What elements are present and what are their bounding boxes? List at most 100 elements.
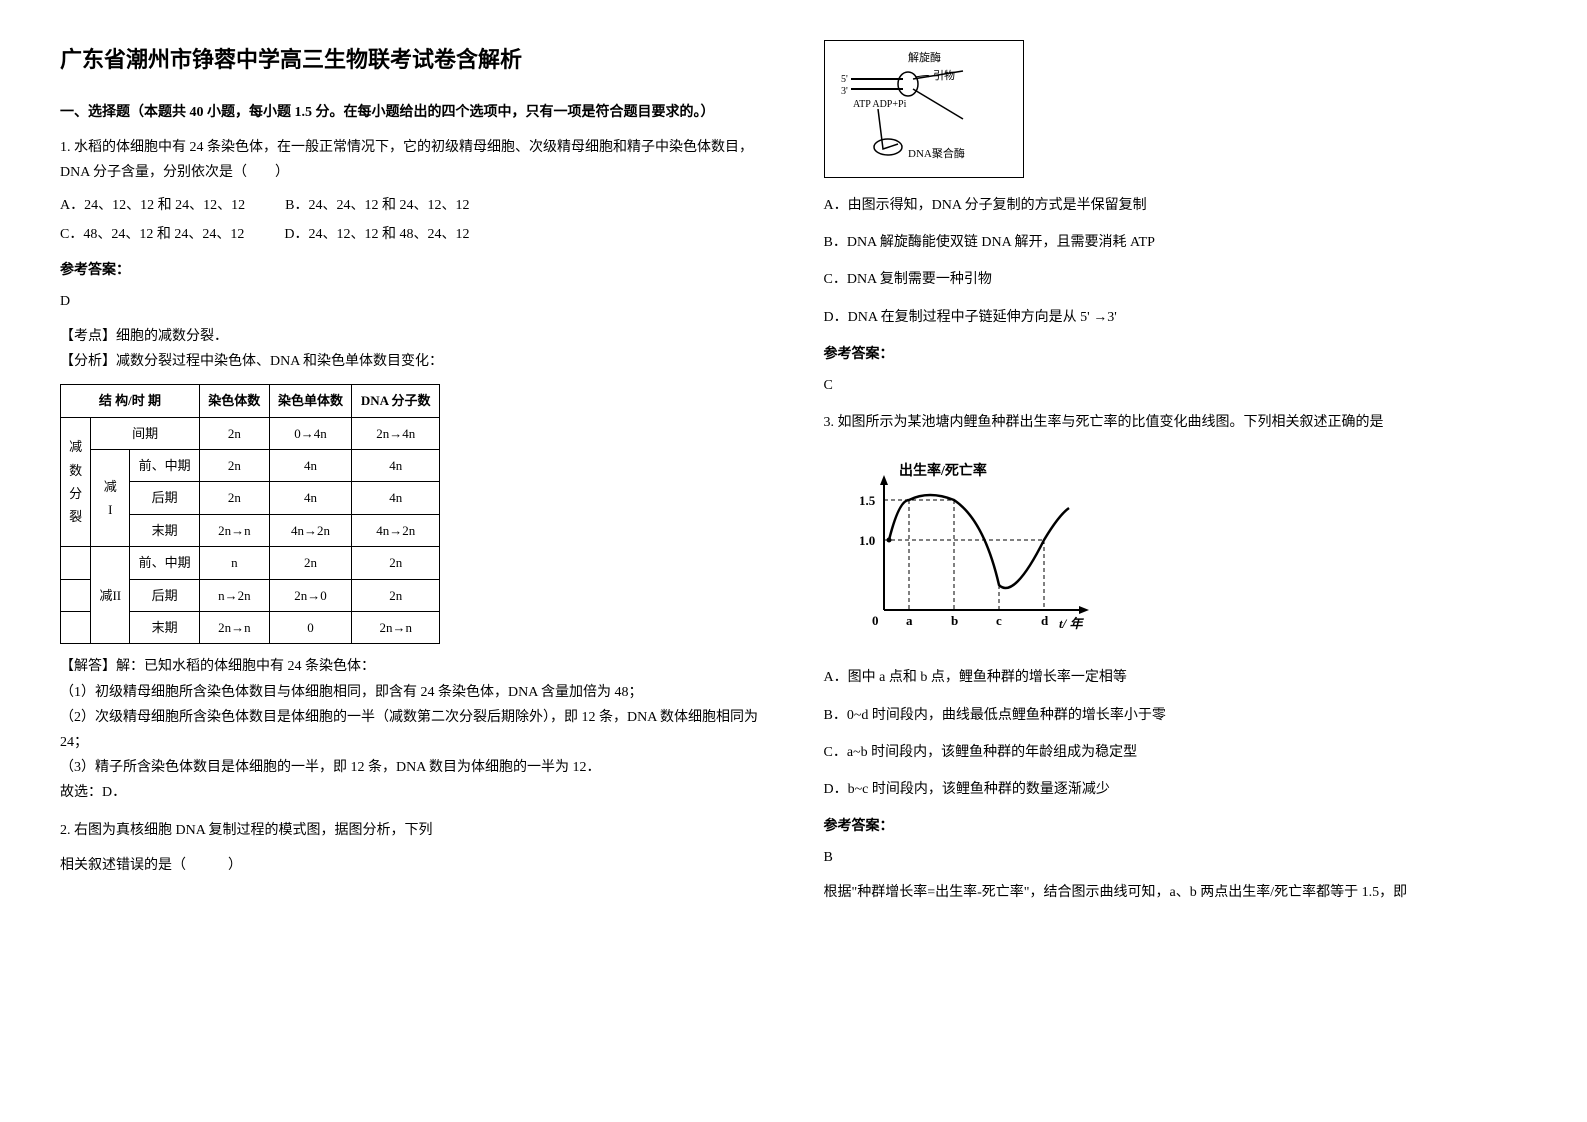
ylabel: 出生率/死亡率 xyxy=(899,462,987,479)
label-atp: ATP ADP+Pi xyxy=(853,99,907,110)
q2-answer: C xyxy=(824,373,1528,398)
cell-c2-1: 4n xyxy=(269,450,352,482)
cell-label2-1: 减I xyxy=(91,450,130,547)
cell-c3-0: 2n→4n xyxy=(352,417,440,449)
q1-option-row-2: C．48、24、12 和 24、24、12 D．24、12、12 和 48、24… xyxy=(60,222,764,247)
label-5prime: 5' xyxy=(841,74,848,85)
q1-explain4: （3）精子所含染色体数目是体细胞的一半，即 12 条，DNA 数目为体细胞的一半… xyxy=(60,755,764,780)
xtick-c: c xyxy=(996,613,1002,628)
cell-c3-2: 4n xyxy=(352,482,440,514)
ratio-chart-icon: 出生率/死亡率 1.5 1.0 0 a xyxy=(834,460,1114,640)
q3-explain: 根据"种群增长率=出生率-死亡率"，结合图示曲线可知，a、b 两点出生率/死亡率… xyxy=(824,880,1528,905)
th-chromatid: 染色单体数 xyxy=(269,385,352,417)
cell-c1-6: 2n→n xyxy=(199,612,269,644)
start-point-icon xyxy=(886,538,891,543)
cell-period-0: 间期 xyxy=(91,417,200,449)
q1-conclusion: 故选：D． xyxy=(60,780,764,805)
curve xyxy=(889,495,1069,588)
q1-options: A．24、12、12 和 24、12、12 B．24、24、12 和 24、12… xyxy=(60,193,764,247)
cell-label1-0: 减数分裂 xyxy=(61,417,91,547)
cell-period-5: 后期 xyxy=(130,579,200,611)
label-3prime: 3' xyxy=(841,86,848,97)
ytick-1.5: 1.5 xyxy=(859,493,876,508)
xtick-d: d xyxy=(1041,613,1049,628)
q3-answer-label: 参考答案： xyxy=(824,814,1528,839)
cell-c1-3: 2n→n xyxy=(199,514,269,546)
cell-c1-0: 2n xyxy=(199,417,269,449)
cell-c1-1: 2n xyxy=(199,450,269,482)
th-structure: 结 构/时 期 xyxy=(61,385,200,417)
q1-answer: D xyxy=(60,289,764,314)
fork-bottom xyxy=(913,89,963,119)
cell-c3-5: 2n xyxy=(352,579,440,611)
cell-spacer-4 xyxy=(61,547,91,579)
q2-diagram: 解旋酶 引物 5' 3' ATP ADP+Pi DNA聚合酶 xyxy=(824,40,1024,178)
cell-period-1: 前、中期 xyxy=(130,450,200,482)
cell-c2-4: 2n xyxy=(269,547,352,579)
q2-answer-label: 参考答案： xyxy=(824,342,1528,367)
table-row: 减I 前、中期 2n 4n 4n xyxy=(61,450,440,482)
question-2-part2: A．由图示得知，DNA 分子复制的方式是半保留复制 B．DNA 解旋酶能使双链 … xyxy=(824,193,1528,398)
th-chromosome: 染色体数 xyxy=(199,385,269,417)
cell-c3-6: 2n→n xyxy=(352,612,440,644)
q1-option-b: B．24、24、12 和 24、12、12 xyxy=(285,193,469,218)
q1-option-row-1: A．24、12、12 和 24、12、12 B．24、24、12 和 24、12… xyxy=(60,193,764,218)
cell-period-2: 后期 xyxy=(130,482,200,514)
arrow-down xyxy=(878,109,898,149)
q1-option-d: D．24、12、12 和 48、24、12 xyxy=(284,222,469,247)
section-header: 一、选择题（本题共 40 小题，每小题 1.5 分。在每小题给出的四个选项中，只… xyxy=(60,100,764,125)
ytick-1.0: 1.0 xyxy=(859,533,875,548)
label-polymerase: DNA聚合酶 xyxy=(908,146,965,160)
cell-c2-2: 4n xyxy=(269,482,352,514)
cell-c1-2: 2n xyxy=(199,482,269,514)
q2-text2: 相关叙述错误的是（ ） xyxy=(60,853,764,878)
cell-c1-5: n→2n xyxy=(199,579,269,611)
cell-period-4: 前、中期 xyxy=(130,547,200,579)
q1-explain2: （1）初级精母细胞所含染色体数目与体细胞相同，即含有 24 条染色体，DNA 含… xyxy=(60,680,764,705)
q3-option-b: B．0~d 时间段内，曲线最低点鲤鱼种群的增长率小于零 xyxy=(824,703,1528,728)
q3-option-a: A．图中 a 点和 b 点，鲤鱼种群的增长率一定相等 xyxy=(824,665,1528,690)
q2-option-b: B．DNA 解旋酶能使双链 DNA 解开，且需要消耗 ATP xyxy=(824,230,1528,255)
cell-c3-1: 4n xyxy=(352,450,440,482)
cell-c2-3: 4n→2n xyxy=(269,514,352,546)
cell-period-3: 末期 xyxy=(130,514,200,546)
table-row: 减数分裂 间期 2n 0→4n 2n→4n xyxy=(61,417,440,449)
cell-c3-3: 4n→2n xyxy=(352,514,440,546)
ytick-0: 0 xyxy=(872,613,879,628)
th-dna: DNA 分子数 xyxy=(352,385,440,417)
cell-c2-0: 0→4n xyxy=(269,417,352,449)
cell-c2-5: 2n→0 xyxy=(269,579,352,611)
table-header-row: 结 构/时 期 染色体数 染色单体数 DNA 分子数 xyxy=(61,385,440,417)
table-row: 减II 前、中期 n 2n 2n xyxy=(61,547,440,579)
q1-explain3: （2）次级精母细胞所含染色体数目是体细胞的一半（减数第二次分裂后期除外），即 1… xyxy=(60,705,764,755)
cell-c2-6: 0 xyxy=(269,612,352,644)
right-column: 解旋酶 引物 5' 3' ATP ADP+Pi DNA聚合酶 A．由图示得知，D… xyxy=(824,40,1528,918)
q1-answer-label: 参考答案： xyxy=(60,258,764,283)
question-3: 3. 如图所示为某池塘内鲤鱼种群出生率与死亡率的比值变化曲线图。下列相关叙述正确… xyxy=(824,410,1528,906)
question-2-part1: 2. 右图为真核细胞 DNA 复制过程的模式图，据图分析，下列 相关叙述错误的是… xyxy=(60,818,764,878)
xtick-a: a xyxy=(906,613,913,628)
x-arrow-icon xyxy=(1079,606,1089,614)
q1-point: 【考点】细胞的减数分裂． xyxy=(60,324,764,349)
cell-spacer-5 xyxy=(61,579,91,611)
y-arrow-icon xyxy=(880,475,888,485)
q1-text: 1. 水稻的体细胞中有 24 条染色体，在一般正常情况下，它的初级精母细胞、次级… xyxy=(60,135,764,185)
q3-option-d: D．b~c 时间段内，该鲤鱼种群的数量逐渐减少 xyxy=(824,777,1528,802)
label-helicase: 解旋酶 xyxy=(908,50,941,64)
q1-option-c: C．48、24、12 和 24、24、12 xyxy=(60,222,244,247)
q1-table: 结 构/时 期 染色体数 染色单体数 DNA 分子数 减数分裂 间期 2n 0→… xyxy=(60,384,440,644)
document-title: 广东省潮州市铮蓉中学高三生物联考试卷含解析 xyxy=(60,40,764,80)
q3-option-c: C．a~b 时间段内，该鲤鱼种群的年龄组成为稳定型 xyxy=(824,740,1528,765)
q3-text: 3. 如图所示为某池塘内鲤鱼种群出生率与死亡率的比值变化曲线图。下列相关叙述正确… xyxy=(824,410,1528,435)
q3-chart: 出生率/死亡率 1.5 1.0 0 a xyxy=(824,450,1528,650)
helicase-icon xyxy=(898,72,918,96)
xtick-b: b xyxy=(951,613,958,628)
cell-c1-4: n xyxy=(199,547,269,579)
cell-label2-4: 减II xyxy=(91,547,130,644)
q2-option-c: C．DNA 复制需要一种引物 xyxy=(824,267,1528,292)
q2-option-a: A．由图示得知，DNA 分子复制的方式是半保留复制 xyxy=(824,193,1528,218)
left-column: 广东省潮州市铮蓉中学高三生物联考试卷含解析 一、选择题（本题共 40 小题，每小… xyxy=(60,40,764,918)
cell-period-6: 末期 xyxy=(130,612,200,644)
q1-explain1: 【解答】解：已知水稻的体细胞中有 24 条染色体： xyxy=(60,654,764,679)
q2-text1: 2. 右图为真核细胞 DNA 复制过程的模式图，据图分析，下列 xyxy=(60,818,764,843)
